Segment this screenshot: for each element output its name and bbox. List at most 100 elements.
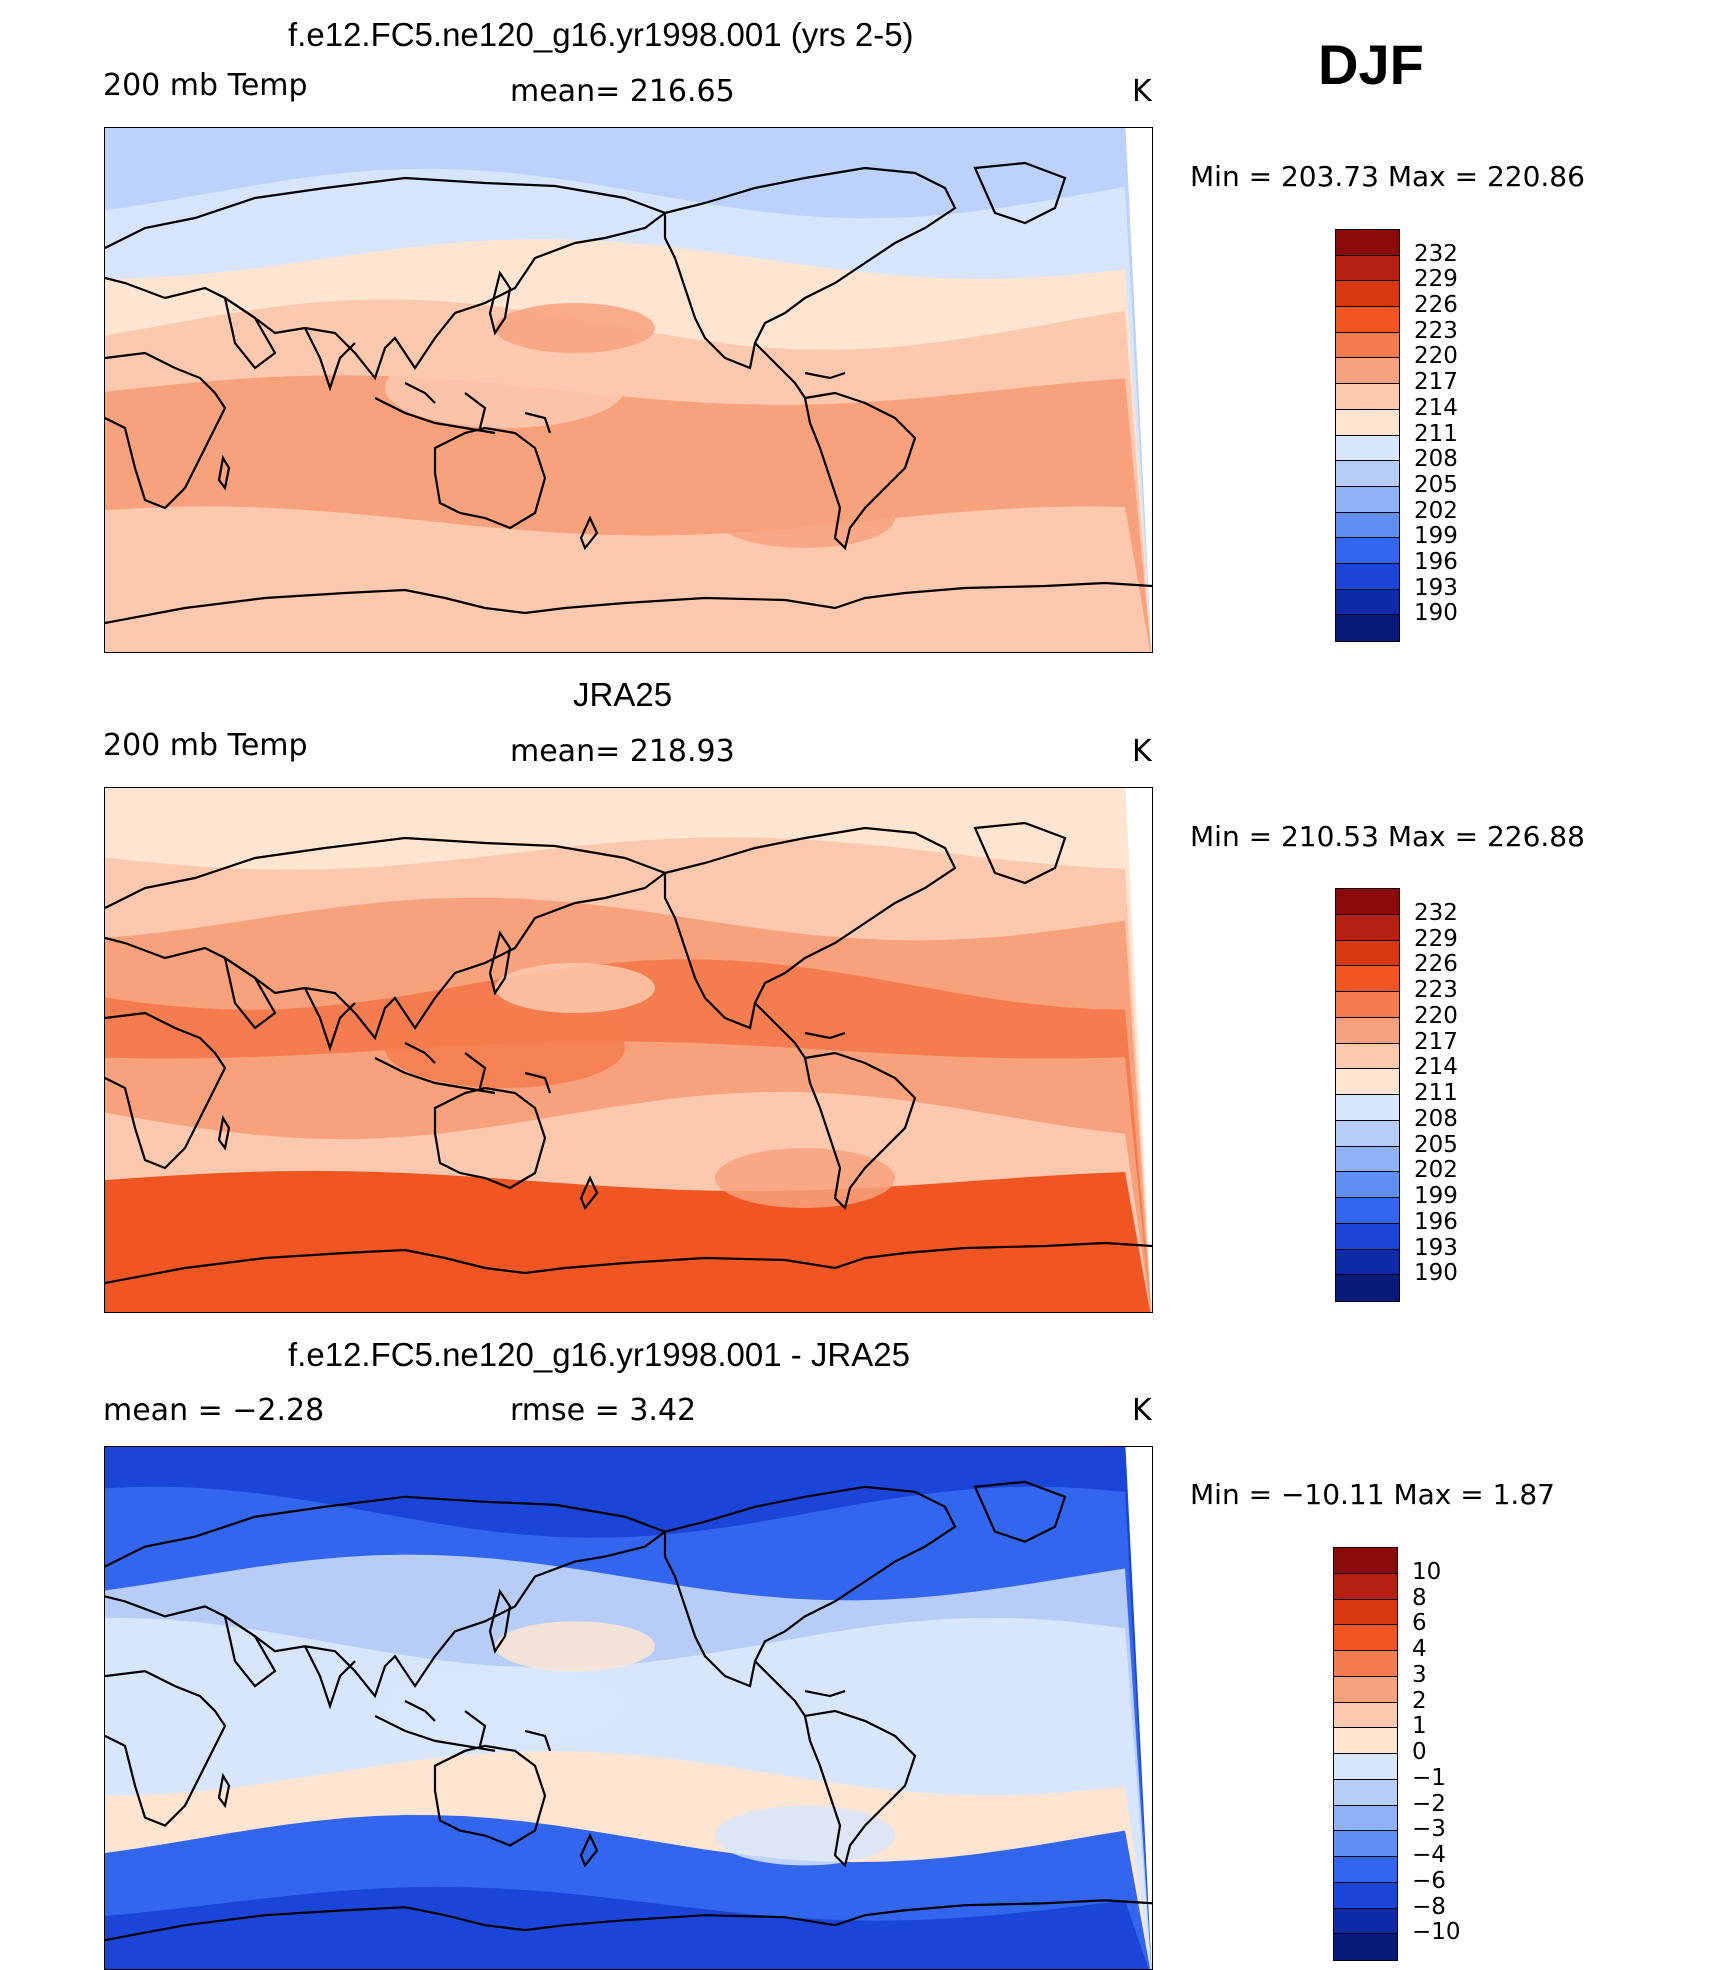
colorbar-tick-label: 3 [1412, 1661, 1427, 1688]
coastline [464, 1710, 487, 1747]
center-label-diff: rmse = 3.42 [510, 1393, 697, 1428]
coastline [464, 1052, 487, 1089]
colorbar-tick-label: 193 [1414, 574, 1458, 601]
colorbar-segment [1334, 1754, 1397, 1780]
coastline [304, 1645, 356, 1710]
coastline [304, 327, 356, 392]
colorbar-segment [1334, 1779, 1397, 1806]
colorbar-segment [1336, 461, 1399, 487]
contour-blob [495, 303, 655, 353]
colorbar-tick-label: −10 [1412, 1919, 1461, 1946]
colorbar-tick-label: 208 [1414, 446, 1458, 473]
contour-blob [715, 1805, 895, 1866]
coastline [754, 1002, 806, 1059]
colorbar-tick-label: 196 [1414, 548, 1458, 575]
colorbar-segment [1336, 358, 1399, 385]
coastline [223, 1613, 277, 1688]
colorbar-segment [1336, 966, 1399, 992]
colorbar-tick-label: −1 [1412, 1764, 1446, 1791]
colorbar-tick-label: 232 [1414, 899, 1458, 926]
colorbar-tick-label: −6 [1412, 1867, 1446, 1894]
colorbar-segment [1336, 281, 1399, 308]
colorbar-tick-label: 190 [1414, 1260, 1458, 1287]
center-label-obs: mean= 218.93 [510, 734, 735, 769]
colorbar-tick-label: 1 [1412, 1713, 1427, 1740]
contour-blob [715, 1148, 895, 1208]
coastline [804, 1031, 846, 1040]
colorbar-tick-label: −3 [1412, 1816, 1446, 1843]
coastline [973, 821, 1067, 885]
coastline [404, 382, 436, 404]
colorbar-tick-label: 199 [1414, 523, 1458, 550]
colorbar-segment [1334, 1805, 1397, 1832]
colorbar-segment [1336, 512, 1399, 539]
left-label-obs: 200 mb Temp [103, 728, 308, 763]
center-label-model: mean= 216.65 [510, 74, 735, 109]
coastline [217, 1114, 231, 1151]
coastline [105, 176, 668, 381]
units-label-model: K [1132, 74, 1152, 109]
coastline [105, 351, 227, 510]
colorbar-tick-label: 229 [1414, 266, 1458, 293]
coastline [223, 295, 277, 370]
coastline [754, 1660, 806, 1717]
colorbar-segment [1336, 409, 1399, 436]
colorbar-segment [1336, 1043, 1399, 1070]
coastline [803, 1709, 917, 1868]
contour-band [105, 566, 1148, 652]
coastline [217, 454, 231, 491]
coastline [524, 411, 552, 434]
colorbar-segment [1334, 1934, 1397, 1960]
colorbar-tick-label: 211 [1414, 420, 1458, 447]
colorbar-segment [1334, 1728, 1397, 1754]
colorbar-segment [1336, 384, 1399, 410]
colorbar-tick-label: 205 [1414, 1131, 1458, 1158]
colorbar-segment [1336, 914, 1399, 941]
colorbar-obs [1335, 888, 1400, 1302]
colorbar-segment [1336, 307, 1399, 333]
colorbar-tick-label: 193 [1414, 1234, 1458, 1261]
colorbar-tick-label: 4 [1412, 1636, 1427, 1662]
colorbar-segment [1336, 889, 1399, 915]
colorbar-tick-label: 214 [1414, 394, 1458, 421]
coastline [464, 392, 487, 429]
coastline [973, 161, 1067, 225]
coastline [488, 930, 512, 996]
coastline [105, 1899, 1152, 1942]
coastline [105, 1495, 668, 1699]
colorbar-tick-label: 0 [1412, 1739, 1427, 1765]
map-diff [104, 1446, 1153, 1970]
colorbar-tick-label: 214 [1414, 1054, 1458, 1081]
colorbar-tick-label: −4 [1412, 1842, 1446, 1868]
coastline [803, 1051, 917, 1211]
colorbar-segment [1334, 1676, 1397, 1703]
colorbar-segment [1336, 1069, 1399, 1095]
map-obs [104, 787, 1153, 1313]
minmax-label-diff: Min = −10.11 Max = 1.87 [1190, 1478, 1555, 1511]
colorbar-segment [1336, 1146, 1399, 1173]
coastline [105, 836, 668, 1041]
colorbar-segment [1334, 1857, 1397, 1883]
colorbar-segment [1334, 1625, 1397, 1651]
coastline [433, 426, 547, 530]
contour-blob [495, 963, 655, 1013]
coastline [304, 987, 356, 1052]
map-svg-obs [105, 788, 1152, 1312]
colorbar-tick-label: 205 [1414, 471, 1458, 498]
colorbar-segment [1336, 563, 1399, 590]
contour-blob [385, 1666, 625, 1746]
colorbar-tick-label: 217 [1414, 1028, 1458, 1055]
colorbar-ticks-diff: 10 8 6 4 3 2 1 0 −1 −2 −3 −4 −6 −8 −10 [1412, 1547, 1492, 1959]
panel-title-model: f.e12.FC5.ne120_g16.yr1998.001 (yrs 2-5) [288, 16, 914, 53]
colorbar-tick-label: 8 [1412, 1584, 1427, 1611]
contour-blob [385, 348, 625, 428]
minmax-label-obs: Min = 210.53 Max = 226.88 [1190, 820, 1585, 853]
colorbar-segment [1334, 1548, 1397, 1574]
colorbar-tick-label: 2 [1412, 1687, 1427, 1714]
colorbar-segment [1336, 435, 1399, 462]
minmax-label-model: Min = 203.73 Max = 220.86 [1190, 160, 1585, 193]
units-label-diff: K [1132, 1393, 1152, 1428]
coastline [404, 1700, 436, 1722]
panel-title-diff: f.e12.FC5.ne120_g16.yr1998.001 - JRA25 [288, 1336, 910, 1373]
coastline [524, 1071, 552, 1094]
